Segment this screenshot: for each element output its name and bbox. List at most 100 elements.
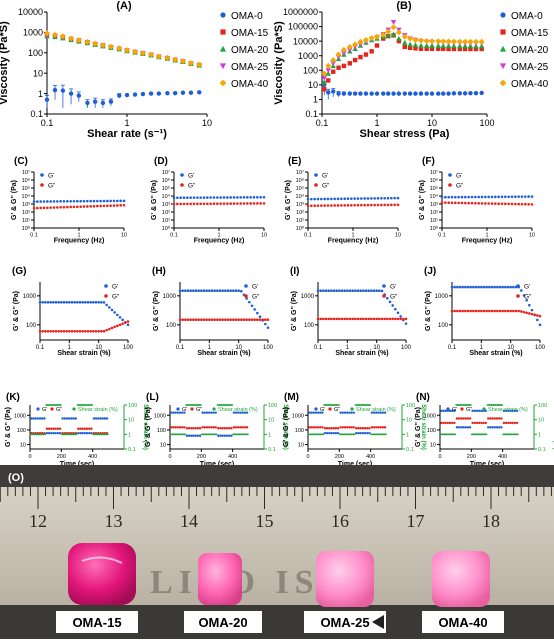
data-point <box>266 326 270 329</box>
legend-label: OMA-0 <box>231 11 263 22</box>
data-point <box>218 289 222 293</box>
x-tick-label: 200 <box>57 454 66 460</box>
data-point <box>356 404 360 406</box>
data-point <box>453 421 456 425</box>
data-point <box>119 204 122 207</box>
data-point <box>239 426 242 429</box>
data-point <box>182 433 186 436</box>
data-point <box>436 46 441 51</box>
x-axis-label: Time (sec) <box>470 461 505 465</box>
data-point <box>221 404 225 406</box>
x-tick-label: 1 <box>351 233 354 239</box>
data-point <box>42 433 46 436</box>
data-point <box>72 205 76 209</box>
y-tick-label: 10⁵ <box>296 185 304 192</box>
x-tick-label: 100 <box>263 345 274 351</box>
y-tick-label: 1000 <box>154 413 166 419</box>
data-point <box>29 433 33 436</box>
data-point <box>473 90 479 96</box>
data-point <box>226 289 230 293</box>
data-point <box>212 202 216 206</box>
y-tick-label: 100 <box>17 428 26 434</box>
data-point <box>441 433 445 436</box>
data-point <box>184 289 187 293</box>
x-tick-label: 10 <box>121 233 127 239</box>
data-point <box>99 199 102 203</box>
data-point <box>197 289 200 293</box>
panel-label: (D) <box>154 156 168 167</box>
ruler-number: 15 <box>256 511 274 531</box>
data-point <box>372 426 376 429</box>
data-point <box>390 31 397 37</box>
data-point <box>189 318 192 322</box>
data-point <box>246 202 249 205</box>
data-point <box>454 201 457 205</box>
data-point <box>442 409 445 413</box>
legend-marker <box>40 183 44 187</box>
data-point <box>362 317 365 321</box>
data-point <box>236 196 239 199</box>
legend-marker <box>328 407 332 411</box>
data-point <box>70 300 74 304</box>
y-axis-label: G' & G'' (Pa) <box>291 291 298 331</box>
data-point <box>357 431 360 435</box>
data-point <box>46 329 50 333</box>
data-point <box>156 91 162 96</box>
legend-label: G" <box>334 407 340 413</box>
data-point <box>462 46 468 52</box>
legend-label: Shear strain (%) <box>218 407 258 413</box>
y-tick-label: 10¹ <box>162 218 170 224</box>
data-point <box>494 195 497 199</box>
y-tick-label: 100 <box>157 428 166 434</box>
data-point <box>234 426 238 429</box>
series-oma-0 <box>44 84 202 108</box>
data-point <box>504 195 507 199</box>
data-point <box>118 323 122 327</box>
data-point <box>489 426 492 429</box>
hydrogel-oma-25 <box>316 551 374 607</box>
data-point <box>479 90 484 96</box>
panel-label: (C) <box>14 156 28 167</box>
data-point <box>226 196 229 199</box>
data-point <box>359 289 362 293</box>
data-point <box>126 323 130 327</box>
data-point <box>65 433 69 436</box>
data-point <box>70 417 73 420</box>
data-point <box>50 427 53 430</box>
data-point <box>116 324 119 328</box>
data-point <box>330 57 337 64</box>
data-point <box>370 411 374 414</box>
data-point <box>124 321 127 324</box>
data-point <box>81 329 84 333</box>
data-point <box>36 417 40 420</box>
data-point <box>451 91 457 96</box>
data-point <box>456 309 459 313</box>
data-point <box>62 300 66 304</box>
chart-panel-g: 0.1 1 10 100 100 1000 Shear strain (%) G' & G''… <box>12 266 134 357</box>
y2-tick-label: 1 <box>406 432 409 438</box>
y-tick-label: 10⁴ <box>430 193 439 200</box>
data-point <box>374 91 380 96</box>
data-point <box>121 318 124 322</box>
data-point <box>500 426 503 429</box>
data-point <box>407 35 414 42</box>
data-point <box>366 427 369 430</box>
data-point <box>370 197 373 200</box>
data-point <box>259 195 262 199</box>
data-point <box>172 196 176 200</box>
data-point <box>343 317 346 321</box>
series-oma-15 <box>322 33 484 92</box>
data-point <box>310 426 313 429</box>
data-point <box>332 289 336 293</box>
y-axis-label: G' & G'' (Pa) <box>13 291 20 331</box>
data-point <box>346 197 350 200</box>
data-point <box>205 426 209 429</box>
data-point <box>383 317 386 321</box>
data-point <box>78 329 82 333</box>
data-point <box>186 318 190 322</box>
data-point <box>493 417 497 420</box>
x-tick-label: 100 <box>479 118 494 128</box>
data-point <box>122 199 126 203</box>
y-tick-label: 10⁷ <box>430 169 438 176</box>
y2-tick-label: 1 <box>128 432 131 438</box>
